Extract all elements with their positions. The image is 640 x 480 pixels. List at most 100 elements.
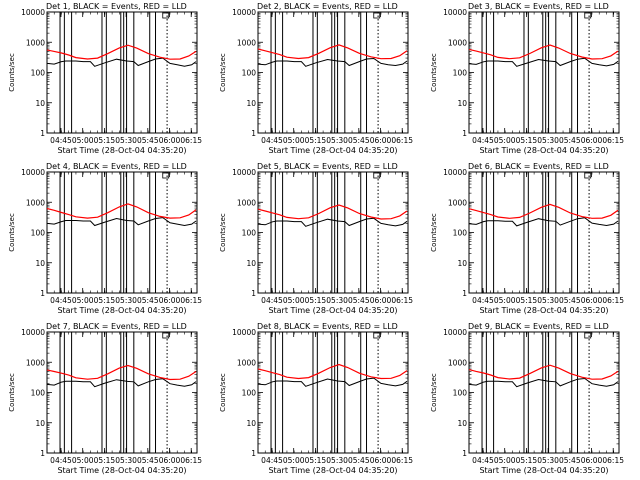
- plot-frame: [468, 171, 620, 294]
- y-tick-label: 10000: [21, 8, 45, 17]
- x-tick-label: 04:45: [472, 296, 494, 305]
- x-tick-label: 06:00: [159, 136, 181, 145]
- events-series-line: [46, 217, 197, 227]
- x-tick-label: 04:45: [261, 456, 283, 465]
- y-tick-label: 10000: [443, 328, 467, 337]
- x-tick-label: 06:15: [391, 136, 413, 145]
- events-series-line: [257, 377, 408, 387]
- legend-box: [373, 172, 381, 179]
- y-tick-label: 10: [35, 419, 45, 428]
- x-tick-label: 04:45: [50, 136, 72, 145]
- y-tick-label: 100: [242, 69, 257, 78]
- plot-frame: [46, 11, 198, 134]
- y-tick-label: 100: [31, 389, 46, 398]
- y-tick-label: 1000: [237, 358, 256, 367]
- y-tick-label: 10000: [443, 168, 467, 177]
- y-axis-label: Counts/sec: [430, 373, 438, 412]
- x-axis-label: Start Time (28-Oct-04 04:35:20): [479, 146, 608, 155]
- y-tick-label: 1: [40, 449, 45, 458]
- events-series-line: [468, 377, 619, 388]
- lld-series-line: [257, 44, 408, 60]
- panel-title: Det 8, BLACK = Events, RED = LLD: [257, 322, 398, 331]
- x-tick-label: 06:00: [581, 136, 603, 145]
- x-tick-label: 06:00: [581, 296, 603, 305]
- x-tick-label: 06:15: [180, 456, 202, 465]
- x-tick-label: 05:00: [72, 456, 94, 465]
- x-axis-label: Start Time (28-Oct-04 04:35:20): [57, 466, 186, 475]
- y-tick-label: 10: [35, 99, 45, 108]
- y-tick-label: 1000: [448, 38, 467, 47]
- x-tick-label: 05:00: [494, 456, 516, 465]
- y-tick-label: 10000: [21, 328, 45, 337]
- y-tick-label: 1000: [26, 38, 45, 47]
- x-tick-label: 05:30: [537, 136, 559, 145]
- x-tick-label: 05:15: [305, 456, 327, 465]
- y-tick-label: 10: [246, 259, 256, 268]
- y-tick-label: 10: [246, 99, 256, 108]
- y-tick-label: 1: [462, 449, 467, 458]
- legend-box: [162, 172, 170, 179]
- x-tick-label: 06:15: [180, 296, 202, 305]
- y-tick-label: 1: [251, 129, 256, 138]
- events-series-line: [257, 217, 408, 227]
- y-axis-label: Counts/sec: [430, 53, 438, 92]
- events-series-line: [257, 57, 408, 67]
- y-tick-label: 10000: [232, 8, 256, 17]
- x-tick-label: 05:00: [494, 136, 516, 145]
- x-tick-label: 05:45: [137, 136, 159, 145]
- y-axis-label: Counts/sec: [219, 373, 227, 412]
- x-tick-label: 05:15: [516, 456, 538, 465]
- events-series-line: [468, 57, 619, 67]
- x-tick-label: 04:45: [50, 456, 72, 465]
- x-tick-label: 06:00: [370, 136, 392, 145]
- x-tick-label: 05:45: [559, 456, 581, 465]
- lld-series-line: [46, 203, 197, 219]
- y-tick-label: 1000: [237, 198, 256, 207]
- events-series-line: [468, 217, 619, 227]
- legend-box: [373, 332, 381, 339]
- x-tick-label: 05:15: [94, 456, 116, 465]
- panel-title: Det 2, BLACK = Events, RED = LLD: [257, 2, 398, 11]
- y-tick-label: 10000: [21, 168, 45, 177]
- y-tick-label: 1: [251, 449, 256, 458]
- lld-series-line: [468, 203, 619, 219]
- x-tick-label: 05:15: [516, 136, 538, 145]
- lld-series-line: [46, 364, 197, 381]
- x-tick-label: 06:15: [391, 296, 413, 305]
- x-tick-label: 06:15: [180, 136, 202, 145]
- lld-series-line: [257, 363, 408, 380]
- x-tick-label: 05:45: [559, 136, 581, 145]
- x-tick-label: 04:45: [472, 136, 494, 145]
- x-axis-label: Start Time (28-Oct-04 04:35:20): [57, 306, 186, 315]
- y-tick-label: 1: [462, 289, 467, 298]
- x-tick-label: 06:15: [391, 456, 413, 465]
- x-tick-label: 04:45: [261, 296, 283, 305]
- y-tick-label: 1000: [26, 358, 45, 367]
- detector-panel-2: Det 2, BLACK = Events, RED = LLD 1 10 100 10…: [219, 2, 413, 155]
- detector-panel-3: Det 3, BLACK = Events, RED = LLD 1 10 100 10…: [430, 2, 624, 155]
- x-tick-label: 05:45: [348, 456, 370, 465]
- x-axis-label: Start Time (28-Oct-04 04:35:20): [268, 146, 397, 155]
- x-tick-label: 05:45: [348, 136, 370, 145]
- panel-title: Det 7, BLACK = Events, RED = LLD: [46, 322, 187, 331]
- x-axis-label: Start Time (28-Oct-04 04:35:20): [57, 146, 186, 155]
- y-tick-label: 100: [31, 69, 46, 78]
- y-axis-label: Counts/sec: [219, 53, 227, 92]
- x-tick-label: 05:45: [559, 296, 581, 305]
- x-tick-label: 04:45: [472, 456, 494, 465]
- events-series-line: [46, 378, 197, 388]
- y-axis-label: Counts/sec: [8, 53, 16, 92]
- detector-panel-7: Det 7, BLACK = Events, RED = LLD 1 10 100 10…: [8, 322, 202, 475]
- x-axis-label: Start Time (28-Oct-04 04:35:20): [479, 306, 608, 315]
- x-tick-label: 05:30: [326, 296, 348, 305]
- plot-frame: [257, 331, 409, 454]
- lld-series-line: [468, 364, 619, 380]
- plot-frame: [257, 171, 409, 294]
- y-axis-label: Counts/sec: [219, 213, 227, 252]
- detector-panel-5: Det 5, BLACK = Events, RED = LLD 1 10 100 10…: [219, 162, 413, 315]
- legend-box: [584, 12, 592, 19]
- y-tick-label: 10: [246, 419, 256, 428]
- x-tick-label: 05:15: [94, 296, 116, 305]
- legend-box: [162, 12, 170, 19]
- x-tick-label: 05:00: [283, 456, 305, 465]
